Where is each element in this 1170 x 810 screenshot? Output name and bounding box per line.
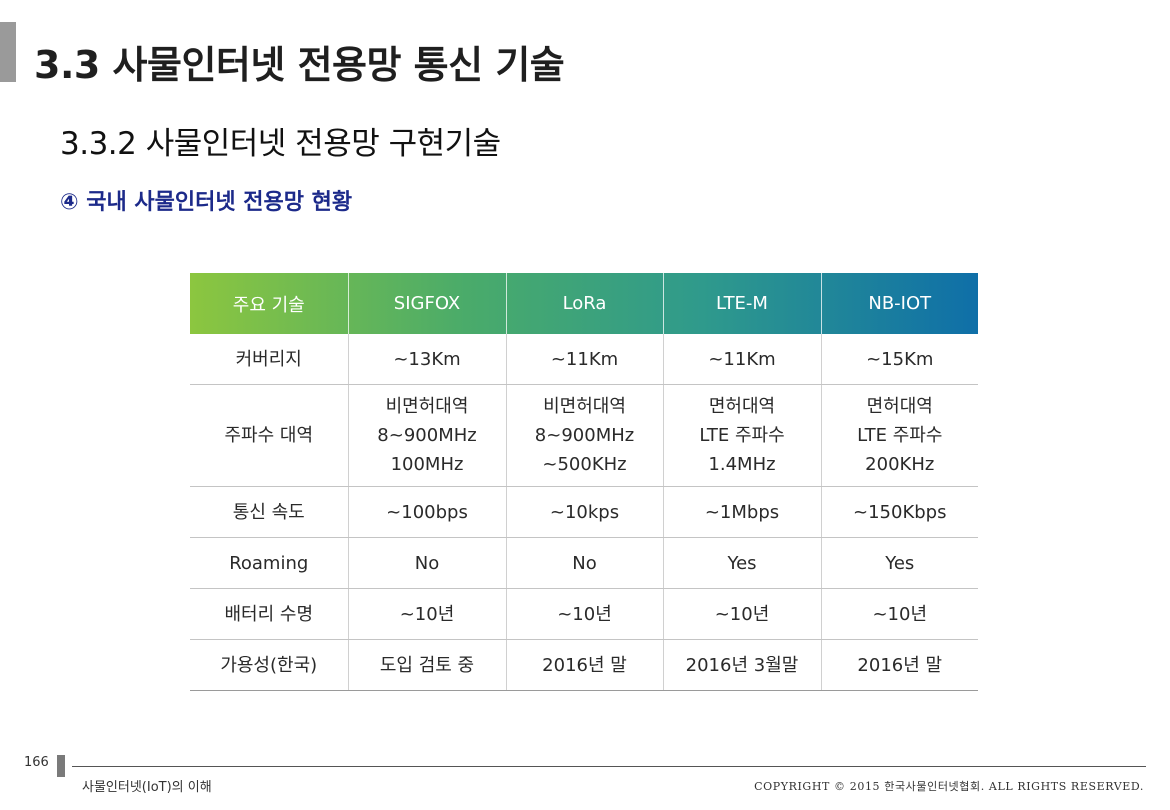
table-cell-nb-iot: ~150Kbps xyxy=(821,486,978,538)
table-cell-sigfox: ~10년 xyxy=(348,588,507,640)
table-cell-lora: 비면허대역 8~900MHz ~500KHz xyxy=(506,384,664,487)
table-row: 주파수 대역 비면허대역 8~900MHz 100MHz 비면허대역 8~900MHz ~5… xyxy=(190,384,978,487)
page-marker xyxy=(57,755,65,777)
cell-text: ~10년 xyxy=(714,603,770,625)
header-cell-nb-iot: NB-IOT xyxy=(868,293,932,314)
cell-text: 비면허대역 xyxy=(543,396,626,417)
cell-text: 8~900MHz xyxy=(377,425,477,446)
title-accent-bar xyxy=(0,22,16,82)
cell-text: ~10년 xyxy=(557,603,612,625)
table-header-row: 주요 기술 SIGFOX LoRa LTE-M NB-IOT xyxy=(190,273,978,334)
footer-divider xyxy=(72,766,1146,767)
cell-text: Yes xyxy=(885,552,915,574)
table-cell-sigfox: ~100bps xyxy=(348,486,507,538)
cell-text: ~10kps xyxy=(549,501,620,523)
cell-text: 면허대역 xyxy=(708,396,776,417)
table-cell-lora: ~10kps xyxy=(506,486,664,538)
header-cell-technology: 주요 기술 xyxy=(190,273,349,334)
cell-text: ~1Mbps xyxy=(704,501,780,523)
row-label: 커버리지 xyxy=(190,334,349,385)
cell-text: ~150Kbps xyxy=(853,501,947,523)
header-cell-lora: LoRa xyxy=(506,273,664,334)
subsection-title: 3.3.2 사물인터넷 전용망 구현기술 xyxy=(60,126,501,162)
table-cell-lte-m: ~1Mbps xyxy=(663,486,822,538)
cell-text: ~500KHz xyxy=(542,454,627,475)
cell-text: 2016년 말 xyxy=(857,654,943,676)
header-cell-sigfox: SIGFOX xyxy=(348,273,507,334)
cell-text: No xyxy=(572,552,597,574)
table-cell-lte-m: ~10년 xyxy=(663,588,822,640)
cell-text: 2016년 말 xyxy=(542,654,627,676)
table-cell-nb-iot: ~10년 xyxy=(821,588,978,640)
cell-text: Yes xyxy=(727,552,757,574)
row-label: 가용성(한국) xyxy=(190,639,349,691)
cell-text: 2016년 3월말 xyxy=(685,654,799,676)
cell-text: ~15Km xyxy=(866,348,934,370)
table-cell-lora: ~11Km xyxy=(506,334,664,385)
cell-text: No xyxy=(414,552,440,574)
cell-text: 면허대역 xyxy=(866,396,933,417)
cell-text: 도입 검토 중 xyxy=(379,654,475,676)
cell-text: LTE 주파수 xyxy=(699,425,785,446)
table-cell-sigfox: No xyxy=(348,537,507,589)
table-cell-lora: ~10년 xyxy=(506,588,664,640)
cell-text: ~11Km xyxy=(550,348,619,370)
table-cell-lora: No xyxy=(506,537,664,589)
row-label: 배터리 수명 xyxy=(190,588,349,640)
footer-book-title: 사물인터넷(IoT)의 이해 xyxy=(82,780,212,795)
table-cell-nb-iot: 2016년 말 xyxy=(821,639,978,691)
table-cell-lte-m: 2016년 3월말 xyxy=(663,639,822,691)
row-label: 통신 속도 xyxy=(190,486,349,538)
cell-text: ~100bps xyxy=(386,501,468,523)
table-cell-lora: 2016년 말 xyxy=(506,639,664,691)
table-cell-sigfox: 비면허대역 8~900MHz 100MHz xyxy=(348,384,507,487)
cell-text: 100MHz xyxy=(390,454,464,475)
iot-network-comparison-table: 주요 기술 SIGFOX LoRa LTE-M NB-IOT 커버리지 ~13Km… xyxy=(190,273,978,691)
cell-text: 8~900MHz xyxy=(534,425,635,446)
cell-text: 비면허대역 xyxy=(385,396,469,417)
header-cell-lte-m: LTE-M xyxy=(663,273,822,334)
cell-text: LTE 주파수 xyxy=(857,425,943,446)
table-cell-sigfox: 도입 검토 중 xyxy=(348,639,507,691)
table-cell-nb-iot: 면허대역 LTE 주파수 200KHz xyxy=(821,384,978,487)
table-cell-nb-iot: Yes xyxy=(821,537,978,589)
cell-text: 200KHz xyxy=(865,454,935,475)
table-cell-lte-m: ~11Km xyxy=(663,334,822,385)
section-heading: ④ 국내 사물인터넷 전용망 현황 xyxy=(60,190,353,215)
table-cell-nb-iot: ~15Km xyxy=(821,334,978,385)
footer-copyright: COPYRIGHT © 2015 한국사물인터넷협회. ALL RIGHTS R… xyxy=(754,780,1144,793)
table-cell-lte-m: 면허대역 LTE 주파수 1.4MHz xyxy=(663,384,822,487)
cell-text: ~13Km xyxy=(393,348,461,370)
table-row: 커버리지 ~13Km ~11Km ~11Km ~15Km xyxy=(190,334,978,385)
table-cell-sigfox: ~13Km xyxy=(348,334,507,385)
table-cell-lte-m: Yes xyxy=(663,537,822,589)
table-row: 가용성(한국) 도입 검토 중 2016년 말 2016년 3월말 2016년 말 xyxy=(190,639,978,691)
page-number: 166 xyxy=(24,755,49,770)
table-row: 배터리 수명 ~10년 ~10년 ~10년 ~10년 xyxy=(190,588,978,640)
row-label: Roaming xyxy=(190,537,349,589)
row-label: 주파수 대역 xyxy=(190,384,349,487)
cell-text: ~10년 xyxy=(872,603,928,625)
cell-text: ~11Km xyxy=(708,348,776,370)
table-row: Roaming No No Yes Yes xyxy=(190,537,978,589)
page-title: 3.3 사물인터넷 전용망 통신 기술 xyxy=(34,43,565,87)
cell-text: ~10년 xyxy=(399,603,455,625)
table-body: 커버리지 ~13Km ~11Km ~11Km ~15Km 주파수 대역 비면허대역 8~900… xyxy=(190,334,978,691)
cell-text: 1.4MHz xyxy=(708,454,776,475)
table-row: 통신 속도 ~100bps ~10kps ~1Mbps ~150Kbps xyxy=(190,486,978,538)
